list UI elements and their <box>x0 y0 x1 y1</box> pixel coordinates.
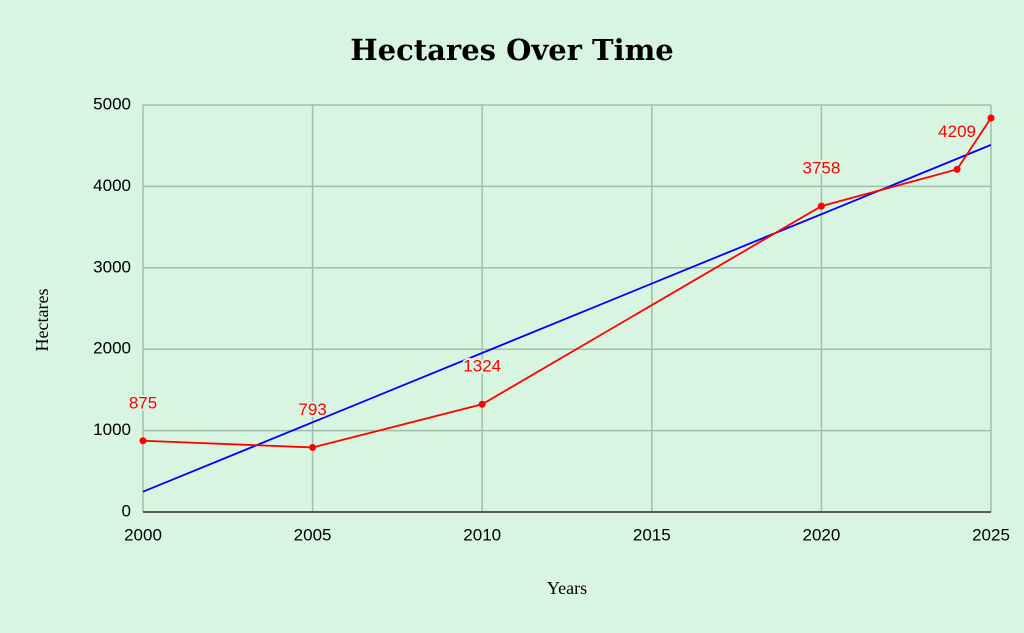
x-tick-label: 2015 <box>633 525 671 544</box>
x-tick-label: 2005 <box>294 525 332 544</box>
x-tick-label: 2010 <box>463 525 501 544</box>
y-tick-label: 5000 <box>93 94 131 113</box>
point <box>953 165 961 173</box>
y-tick-label: 2000 <box>93 339 131 358</box>
x-axis-label: Years <box>547 578 587 598</box>
data-label: 793 <box>298 400 326 419</box>
x-tick-label: 2025 <box>972 525 1010 544</box>
data-label: 4209 <box>938 122 976 141</box>
y-tick-label: 4000 <box>93 176 131 195</box>
y-tick-label: 0 <box>122 501 131 520</box>
point <box>817 202 825 210</box>
y-tick-label: 1000 <box>93 420 131 439</box>
point <box>309 443 317 451</box>
y-tick-label: 3000 <box>93 257 131 276</box>
point <box>478 400 486 408</box>
series-line <box>142 144 992 493</box>
data-label: 1324 <box>463 357 501 376</box>
x-tick-label: 2020 <box>802 525 840 544</box>
series-line <box>142 117 992 449</box>
chart-title: Hectares Over Time <box>350 33 674 67</box>
x-tick-label: 2000 <box>124 525 162 544</box>
y-axis-label: Hectares <box>32 289 52 352</box>
point <box>139 437 147 445</box>
data-label: 875 <box>129 393 157 412</box>
data-label: 3758 <box>802 159 840 178</box>
point <box>987 114 995 122</box>
